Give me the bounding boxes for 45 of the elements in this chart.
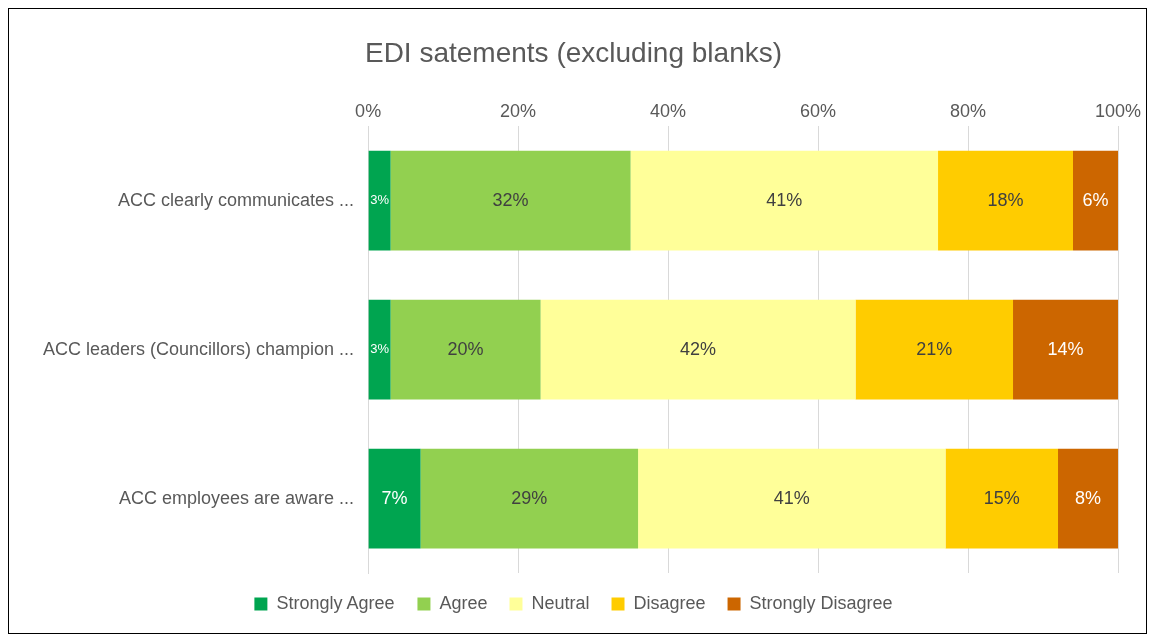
- legend-label: Strongly Agree: [276, 592, 395, 613]
- x-tick-label: 60%: [800, 101, 837, 122]
- data-label: 15%: [983, 487, 1020, 508]
- x-tick-label: 0%: [355, 101, 382, 122]
- bar: [390, 299, 541, 400]
- legend-label: Strongly Disagree: [749, 592, 893, 613]
- data-label: 41%: [766, 189, 803, 210]
- legend-label: Agree: [439, 592, 488, 613]
- data-label: 14%: [1047, 338, 1084, 359]
- data-label: 42%: [680, 338, 717, 359]
- data-label: 6%: [1082, 189, 1109, 210]
- x-tick-label: 40%: [650, 101, 687, 122]
- data-label: 32%: [492, 189, 529, 210]
- bar: [368, 448, 421, 549]
- y-tick-label: ACC leaders (Councillors) champion ...: [42, 338, 355, 359]
- legend-label: Disagree: [633, 592, 706, 613]
- bar: [855, 299, 1014, 400]
- legend-label: Neutral: [531, 592, 590, 613]
- data-label: 18%: [987, 189, 1024, 210]
- bar: [1013, 299, 1118, 400]
- y-tick-label: ACC clearly communicates ...: [118, 189, 355, 210]
- data-label: 7%: [381, 487, 408, 508]
- bar: [938, 150, 1074, 251]
- data-label: 3%: [370, 341, 390, 357]
- bar: [630, 150, 939, 251]
- x-tick-label: 80%: [950, 101, 987, 122]
- data-label: 20%: [447, 338, 484, 359]
- x-tick-label: 100%: [1094, 101, 1142, 122]
- data-label: 3%: [370, 192, 390, 208]
- bar: [1073, 150, 1118, 251]
- bar: [368, 150, 391, 251]
- bar: [390, 150, 631, 251]
- data-label: 29%: [511, 487, 548, 508]
- data-label: 8%: [1075, 487, 1102, 508]
- bar: [368, 299, 391, 400]
- bar: [540, 299, 856, 400]
- data-label: 41%: [773, 487, 810, 508]
- bar: [420, 448, 639, 549]
- data-label: 21%: [916, 338, 953, 359]
- chart-title: EDI satements (excluding blanks): [364, 36, 783, 68]
- x-tick-label: 20%: [500, 101, 537, 122]
- bar: [945, 448, 1059, 549]
- y-tick-label: ACC employees are aware ...: [119, 487, 355, 508]
- bar: [1058, 448, 1118, 549]
- bar: [638, 448, 946, 549]
